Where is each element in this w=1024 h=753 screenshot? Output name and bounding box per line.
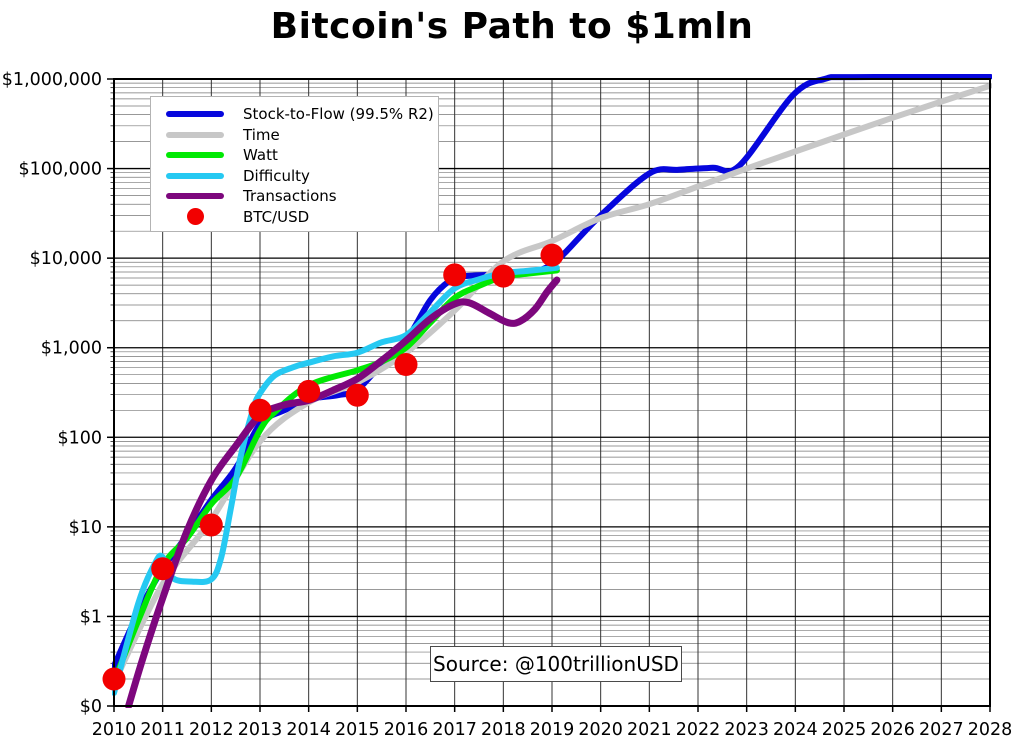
y-tick-label: $10,000 bbox=[30, 249, 102, 269]
legend-line-swatch bbox=[166, 152, 224, 159]
legend-label: BTC/USD bbox=[243, 207, 310, 226]
legend-label: Stock-to-Flow (99.5% R2) bbox=[243, 105, 434, 124]
series-line-difficulty bbox=[112, 264, 560, 696]
y-tick-label: $1,000 bbox=[41, 339, 102, 359]
x-tick-label: 2012 bbox=[189, 720, 234, 740]
legend-line-swatch bbox=[166, 111, 224, 118]
legend-label: Difficulty bbox=[243, 166, 310, 185]
x-tick-label: 2020 bbox=[578, 720, 623, 740]
y-tick-label: $1 bbox=[80, 607, 102, 627]
chart-legend: Stock-to-Flow (99.5% R2) Time Watt Difficul… bbox=[150, 96, 439, 232]
legend-item-btc-usd: BTC/USD bbox=[151, 207, 438, 228]
x-tick-label: 2011 bbox=[140, 720, 185, 740]
y-tick-label: $100,000 bbox=[18, 160, 102, 180]
x-tick-label: 2028 bbox=[968, 720, 1013, 740]
legend-item-watt: Watt bbox=[151, 145, 438, 166]
x-tick-label: 2016 bbox=[384, 720, 429, 740]
x-tick-label: 2025 bbox=[822, 720, 867, 740]
data-point-btc-usd bbox=[199, 513, 223, 537]
y-tick-label: $0 bbox=[80, 697, 102, 717]
legend-label: Transactions bbox=[243, 187, 337, 206]
chart-title: Bitcoin's Path to $1mln bbox=[270, 6, 754, 47]
x-tick-label: 2027 bbox=[919, 720, 964, 740]
data-point-btc-usd bbox=[297, 379, 321, 403]
data-point-btc-usd bbox=[102, 667, 126, 691]
data-point-btc-usd bbox=[491, 264, 515, 288]
legend-line-swatch bbox=[166, 131, 224, 138]
data-point-btc-usd bbox=[248, 398, 272, 422]
x-tick-label: 2023 bbox=[724, 720, 769, 740]
y-tick-label: $10 bbox=[69, 518, 102, 538]
data-point-btc-usd bbox=[540, 243, 564, 267]
x-tick-label: 2017 bbox=[432, 720, 477, 740]
x-tick-label: 2015 bbox=[335, 720, 380, 740]
y-tick-label: $100 bbox=[57, 428, 102, 448]
x-tick-label: 2014 bbox=[286, 720, 331, 740]
x-tick-label: 2022 bbox=[676, 720, 721, 740]
legend-item-stock-to-flow-99-5-r2: Stock-to-Flow (99.5% R2) bbox=[151, 104, 438, 125]
x-tick-label: 2021 bbox=[627, 720, 672, 740]
x-tick-label: 2026 bbox=[870, 720, 915, 740]
series-line-transactions bbox=[125, 276, 561, 708]
legend-marker-wrap bbox=[166, 208, 224, 226]
legend-label: Time bbox=[243, 125, 280, 144]
x-tick-label: 2024 bbox=[773, 720, 818, 740]
source-annotation: Source: @100trillionUSD bbox=[430, 646, 682, 682]
source-text: Source: @100trillionUSD bbox=[433, 652, 679, 676]
x-tick-label: 2018 bbox=[481, 720, 526, 740]
series-dots-btc-usd bbox=[102, 243, 564, 691]
legend-item-difficulty: Difficulty bbox=[151, 166, 438, 187]
legend-item-time: Time bbox=[151, 125, 438, 146]
data-point-btc-usd bbox=[443, 263, 467, 287]
data-point-btc-usd bbox=[345, 383, 369, 407]
data-point-btc-usd bbox=[151, 557, 175, 581]
x-tick-label: 2010 bbox=[92, 720, 137, 740]
data-point-btc-usd bbox=[394, 353, 418, 376]
legend-label: Watt bbox=[243, 146, 278, 165]
legend-line-swatch bbox=[166, 193, 224, 200]
legend-item-transactions: Transactions bbox=[151, 186, 438, 207]
plot-border bbox=[113, 78, 991, 707]
legend-dot-swatch bbox=[186, 208, 204, 226]
x-tick-label: 2013 bbox=[238, 720, 283, 740]
x-tick-label: 2019 bbox=[530, 720, 575, 740]
legend-line-swatch bbox=[166, 172, 224, 179]
y-tick-label: $1,000,000 bbox=[2, 70, 102, 90]
